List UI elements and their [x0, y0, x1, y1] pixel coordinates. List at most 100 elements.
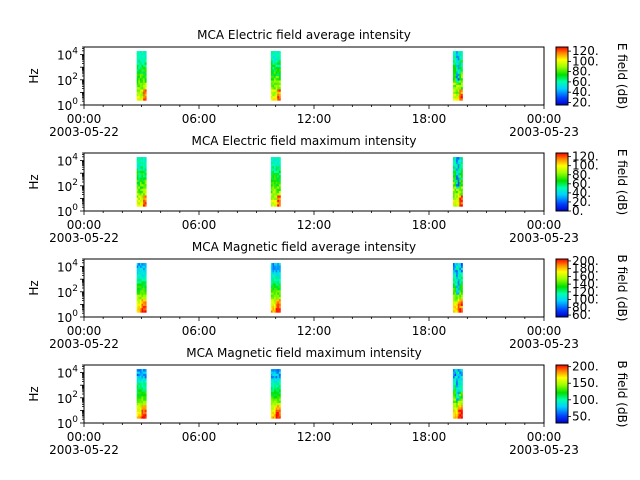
spectrogram-cell — [270, 60, 273, 63]
spectrogram-cell — [275, 179, 278, 183]
spectrogram-cell — [452, 157, 455, 160]
spectrogram-cell — [460, 80, 463, 83]
spectrogram-cell — [274, 60, 276, 63]
spectrogram-cell — [270, 68, 273, 72]
spectrogram-cell — [460, 389, 463, 392]
spectrogram-cell — [138, 166, 141, 169]
spectrogram-cell — [144, 272, 147, 275]
spectrogram-cell — [144, 289, 147, 293]
spectrogram-cell — [143, 181, 145, 185]
spectrogram-cell — [457, 272, 460, 275]
spectrogram-cell — [143, 416, 145, 419]
spectrogram-cell — [454, 62, 457, 65]
spectrogram-cell — [138, 398, 141, 401]
spectrogram-cell — [139, 283, 142, 286]
spectrogram-cell — [275, 294, 278, 297]
spectrogram-cell — [274, 192, 276, 196]
spectrogram-cell — [456, 172, 459, 176]
spectrogram-cell — [141, 192, 144, 196]
spectrogram-cell — [274, 393, 276, 397]
spectrogram-cell — [139, 157, 142, 160]
spectrogram-cell — [272, 68, 275, 72]
spectrogram-cell — [452, 294, 455, 297]
x-tick-label: 00:00 — [527, 218, 562, 232]
spectrogram-cell — [457, 161, 460, 165]
colorbar-frame — [555, 46, 569, 106]
spectrogram-cell — [457, 73, 460, 77]
spectrogram-cell — [141, 411, 144, 415]
spectrogram-cell — [270, 80, 273, 83]
spectrogram-cell — [278, 409, 281, 412]
spectrogram-cell — [141, 64, 144, 68]
spectrogram-cell — [274, 84, 276, 88]
spectrogram-cell — [452, 181, 455, 185]
colorbar-tick-label: 140. — [572, 277, 599, 291]
spectrogram-cell — [454, 66, 457, 70]
spectrogram-cell — [456, 166, 459, 169]
spectrogram-cell — [459, 289, 462, 293]
spectrogram-cell — [144, 382, 147, 386]
spectrogram-cell — [278, 287, 281, 291]
spectrogram-cell — [457, 53, 460, 56]
spectrogram-cell — [136, 407, 139, 410]
spectrogram-cell — [136, 283, 139, 286]
spectrogram-cell — [138, 73, 141, 77]
spectrogram-cell — [270, 393, 273, 397]
spectrogram-cell — [277, 181, 280, 185]
spectrogram-cell — [272, 274, 275, 277]
spectrogram-cell — [460, 75, 463, 79]
spectrogram-cell — [138, 53, 141, 56]
colorbar-tick-label: 160. — [572, 269, 599, 283]
spectrogram-cell — [139, 375, 142, 379]
spectrogram-cell — [274, 373, 276, 377]
spectrogram-cell — [143, 389, 145, 392]
spectrogram-cell — [456, 276, 459, 280]
spectrogram-cell — [454, 93, 457, 97]
spectrogram-cell — [277, 267, 280, 271]
spectrogram-cell — [278, 179, 281, 183]
spectrogram-cell — [270, 89, 273, 92]
spectrogram-cell — [274, 413, 276, 417]
spectrogram-cell — [278, 98, 281, 101]
spectrogram-cell — [143, 289, 145, 293]
spectrogram-cell — [143, 170, 145, 174]
spectrogram-cell — [459, 267, 462, 271]
x-tick-label: 00:00 — [67, 324, 102, 338]
spectrogram-cell — [275, 391, 278, 395]
spectrogram-cell — [454, 371, 457, 374]
colorbar-tick-label: 0. — [572, 204, 583, 218]
spectrogram-cell — [272, 386, 275, 390]
spectrogram-cell — [270, 179, 273, 183]
spectrogram-cell — [278, 274, 281, 277]
spectrogram-cell — [274, 183, 276, 187]
spectrogram-cell — [144, 75, 147, 79]
spectrogram-cell — [138, 413, 141, 417]
spectrogram-cell — [136, 179, 139, 183]
spectrogram-cell — [278, 310, 281, 313]
spectrogram-cell — [456, 307, 459, 311]
spectrogram-cell — [277, 285, 280, 289]
spectrogram-cell — [138, 292, 141, 295]
spectrogram-cell — [459, 91, 462, 94]
spectrogram-cell — [459, 172, 462, 176]
spectrogram-cell — [277, 400, 280, 403]
spectrogram-cell — [460, 378, 463, 381]
spectrogram-cell — [141, 186, 144, 189]
x-tick-label: 12:00 — [297, 324, 332, 338]
spectrogram-cell — [275, 64, 278, 68]
spectrogram-cell — [139, 93, 142, 97]
spectrogram-cell — [138, 395, 141, 399]
spectrogram-cell — [459, 157, 462, 160]
spectrogram-cell — [270, 411, 273, 415]
spectrogram-cell — [459, 98, 462, 101]
spectrogram-cell — [139, 280, 142, 284]
spectrogram-cell — [460, 84, 463, 88]
spectrogram-cell — [275, 186, 278, 189]
spectrogram-cell — [454, 373, 457, 377]
spectrogram-cell — [454, 303, 457, 306]
spectrogram-cell — [278, 380, 281, 383]
spectrogram-cell — [278, 283, 281, 286]
spectrogram-cell — [144, 179, 147, 183]
spectrogram-cell — [136, 89, 139, 92]
spectrogram-cell — [454, 285, 457, 289]
